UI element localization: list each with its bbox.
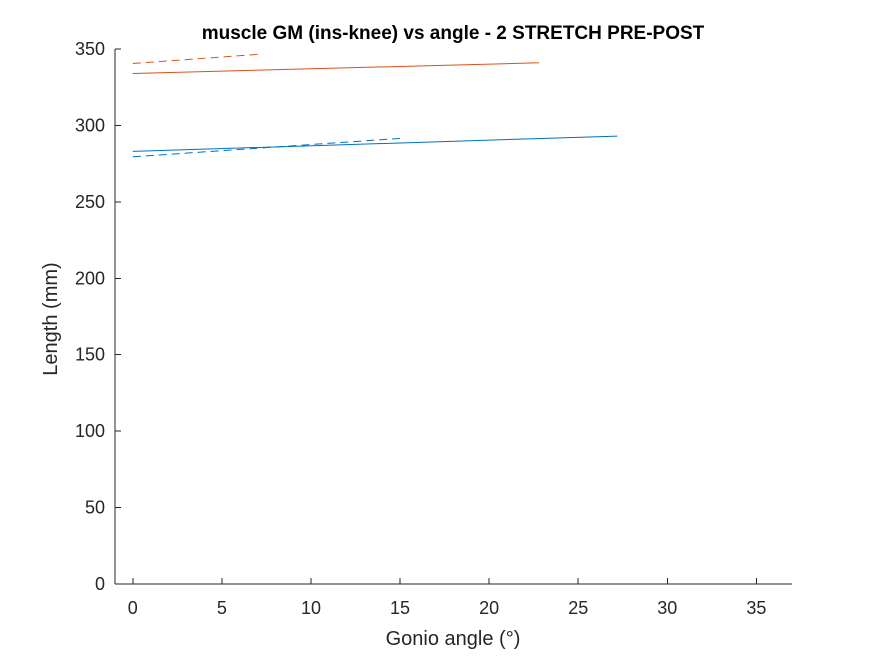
x-tick-label: 30 (657, 598, 677, 618)
x-tick-label: 20 (479, 598, 499, 618)
y-tick-label: 250 (75, 192, 105, 212)
y-tick-label: 200 (75, 268, 105, 288)
y-tick-label: 0 (95, 574, 105, 594)
y-tick-label: 300 (75, 115, 105, 135)
series-layer (132, 53, 618, 158)
series-line-4 (132, 137, 401, 158)
x-tick-label: 0 (128, 598, 138, 618)
y-axis-ticks: 0 50 100 150 200 250 300 350 (75, 39, 121, 594)
series-line-1 (132, 62, 540, 74)
x-tick-label: 10 (301, 598, 321, 618)
x-axis-label: Gonio angle (°) (386, 628, 521, 650)
y-tick-label: 150 (75, 345, 105, 365)
series-line-3 (132, 135, 618, 152)
series-line-2 (132, 53, 258, 64)
y-tick-label: 350 (75, 39, 105, 59)
x-tick-label: 15 (390, 598, 410, 618)
y-axis-label: Length (mm) (40, 262, 62, 375)
plot-area: 0 5 10 15 20 25 30 35 0 50 100 150 200 250 300 350 (75, 39, 792, 618)
y-tick-label: 100 (75, 421, 105, 441)
x-axis-ticks: 0 5 10 15 20 25 30 35 (128, 578, 766, 618)
x-tick-label: 35 (746, 598, 766, 618)
x-tick-label: 25 (568, 598, 588, 618)
y-tick-label: 50 (85, 498, 105, 518)
chart-title: muscle GM (ins-knee) vs angle - 2 STRETC… (202, 23, 705, 44)
x-tick-label: 5 (217, 598, 227, 618)
